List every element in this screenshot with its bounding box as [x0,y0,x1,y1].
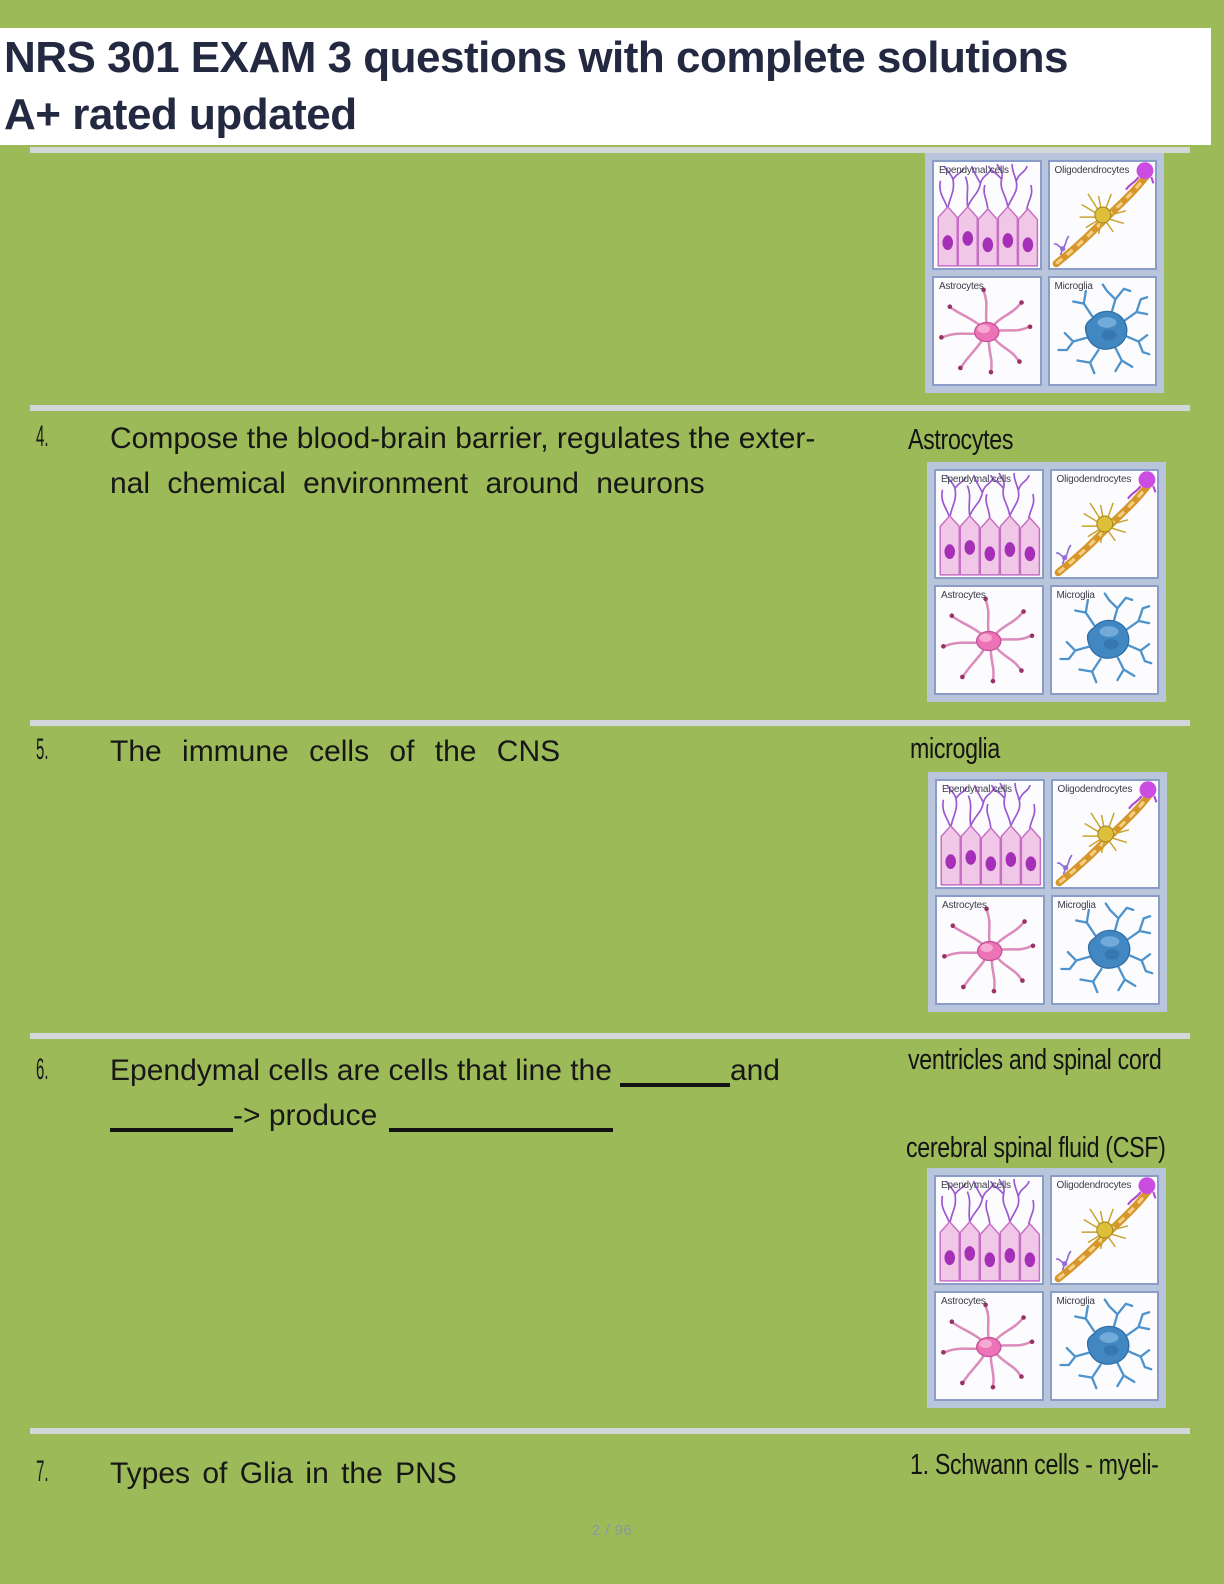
oligodendrocyte-illustration [1053,781,1159,887]
microglia-illustration [1059,902,1153,994]
section-divider [30,405,1190,411]
page-title-line-2: A+ rated updated [4,90,357,139]
figure-panel-astrocytes: Astrocytes [934,1291,1044,1401]
panel-label: Astrocytes [941,590,986,601]
astrocyte-illustration [939,595,1036,685]
astrocyte-illustration [940,905,1037,995]
figure-panel-oligodendrocytes: Oligodendrocytes [1049,1175,1159,1285]
microglia-illustration [1058,592,1152,684]
panel-label: Ependymal cells [941,1180,1011,1191]
answer-text: microglia [910,733,1000,765]
question-text: Ependymal cells are cells that line the a… [110,1048,780,1138]
astrocyte-illustration [939,1301,1036,1391]
oligodendrocyte-illustration [1052,471,1158,577]
question-text: The immune cells of the CNS [110,735,561,768]
figure-panel-microglia: Microglia [1047,276,1157,386]
page-number-indicator: 2 / 96 [591,1522,633,1539]
panel-label: Ependymal cells [941,474,1011,485]
question-text: Compose the blood-brain barrier, regulat… [110,416,815,506]
header-band: NRS 301 EXAM 3 questions with complete s… [0,28,1211,145]
figure-panel-astrocytes: Astrocytes [935,895,1045,1005]
answer-text: 1. Schwann cells - myeli- [910,1449,1159,1481]
microglia-illustration [1056,283,1150,375]
panel-label: Oligodendrocytes [1056,474,1132,485]
answer-blank [389,1098,614,1132]
panel-label: Microglia [1057,900,1096,911]
glia-cells-figure: Ependymal cells Oligodendrocytes Astrocy… [927,462,1166,702]
figure-panel-astrocytes: Astrocytes [932,276,1042,386]
question-line-text: and [729,1054,780,1087]
ependymal-cells-illustration [939,472,1041,576]
panel-label: Ependymal cells [939,165,1009,176]
panel-label: Oligodendrocytes [1057,784,1133,795]
section-divider [30,1033,1190,1039]
answer-text: ventricles and spinal cord [908,1044,1162,1076]
page-title: NRS 301 EXAM 3 questions with complete s… [4,29,1068,143]
figure-panel-microglia: Microglia [1049,585,1159,695]
answer-text: cerebral spinal fluid (CSF) [906,1132,1166,1164]
question-line: -> produce [110,1093,780,1138]
panel-label: Microglia [1054,281,1093,292]
question-line: Ependymal cells are cells that line the a… [110,1048,780,1093]
question-line-text: Ependymal cells are cells that line the [110,1054,612,1087]
answer-blank [619,1053,730,1087]
oligodendrocyte-illustration [1052,1177,1158,1283]
panel-label: Astrocytes [939,281,984,292]
microglia-illustration [1058,1298,1152,1390]
question-line: nal chemical environment around neurons [110,467,705,500]
answer-text: Astrocytes [908,424,1014,456]
panel-label: Ependymal cells [942,784,1012,795]
question-text: Types of Glia in the PNS [110,1457,457,1490]
glia-cells-figure: Ependymal cells Oligodendrocytes Astrocy… [925,153,1164,393]
question-number: 7. [36,1455,49,1488]
glia-cells-figure: Ependymal cells Oligodendrocytes Astrocy… [928,772,1167,1012]
figure-panel-astrocytes: Astrocytes [934,585,1044,695]
figure-panel-oligodendrocytes: Oligodendrocytes [1049,469,1159,579]
glia-cells-figure: Ependymal cells Oligodendrocytes Astrocy… [927,1168,1166,1408]
question-number: 4. [36,420,49,453]
section-divider [30,147,1190,153]
figure-panel-ependymal: Ependymal cells [935,779,1045,889]
question-number: 6. [36,1053,49,1086]
panel-label: Microglia [1056,590,1095,601]
panel-label: Oligodendrocytes [1056,1180,1132,1191]
figure-panel-microglia: Microglia [1050,895,1160,1005]
panel-label: Astrocytes [941,1296,986,1307]
figure-panel-ependymal: Ependymal cells [934,469,1044,579]
ependymal-cells-illustration [939,1178,1041,1282]
page-title-line-1: NRS 301 EXAM 3 questions with complete s… [4,33,1068,82]
section-divider [30,720,1190,726]
figure-panel-microglia: Microglia [1049,1291,1159,1401]
panel-label: Astrocytes [942,900,987,911]
panel-label: Oligodendrocytes [1054,165,1130,176]
ependymal-cells-illustration [940,782,1042,886]
ependymal-cells-illustration [937,163,1039,267]
answer-blank [110,1098,233,1132]
astrocyte-illustration [937,286,1034,376]
question-number: 5. [36,733,49,766]
question-line: Compose the blood-brain barrier, regulat… [110,422,816,455]
figure-panel-ependymal: Ependymal cells [932,160,1042,270]
figure-panel-oligodendrocytes: Oligodendrocytes [1047,160,1157,270]
figure-panel-ependymal: Ependymal cells [934,1175,1044,1285]
question-line-text: -> produce [233,1099,378,1132]
panel-label: Microglia [1056,1296,1095,1307]
section-divider [30,1428,1190,1434]
figure-panel-oligodendrocytes: Oligodendrocytes [1050,779,1160,889]
oligodendrocyte-illustration [1050,162,1156,268]
